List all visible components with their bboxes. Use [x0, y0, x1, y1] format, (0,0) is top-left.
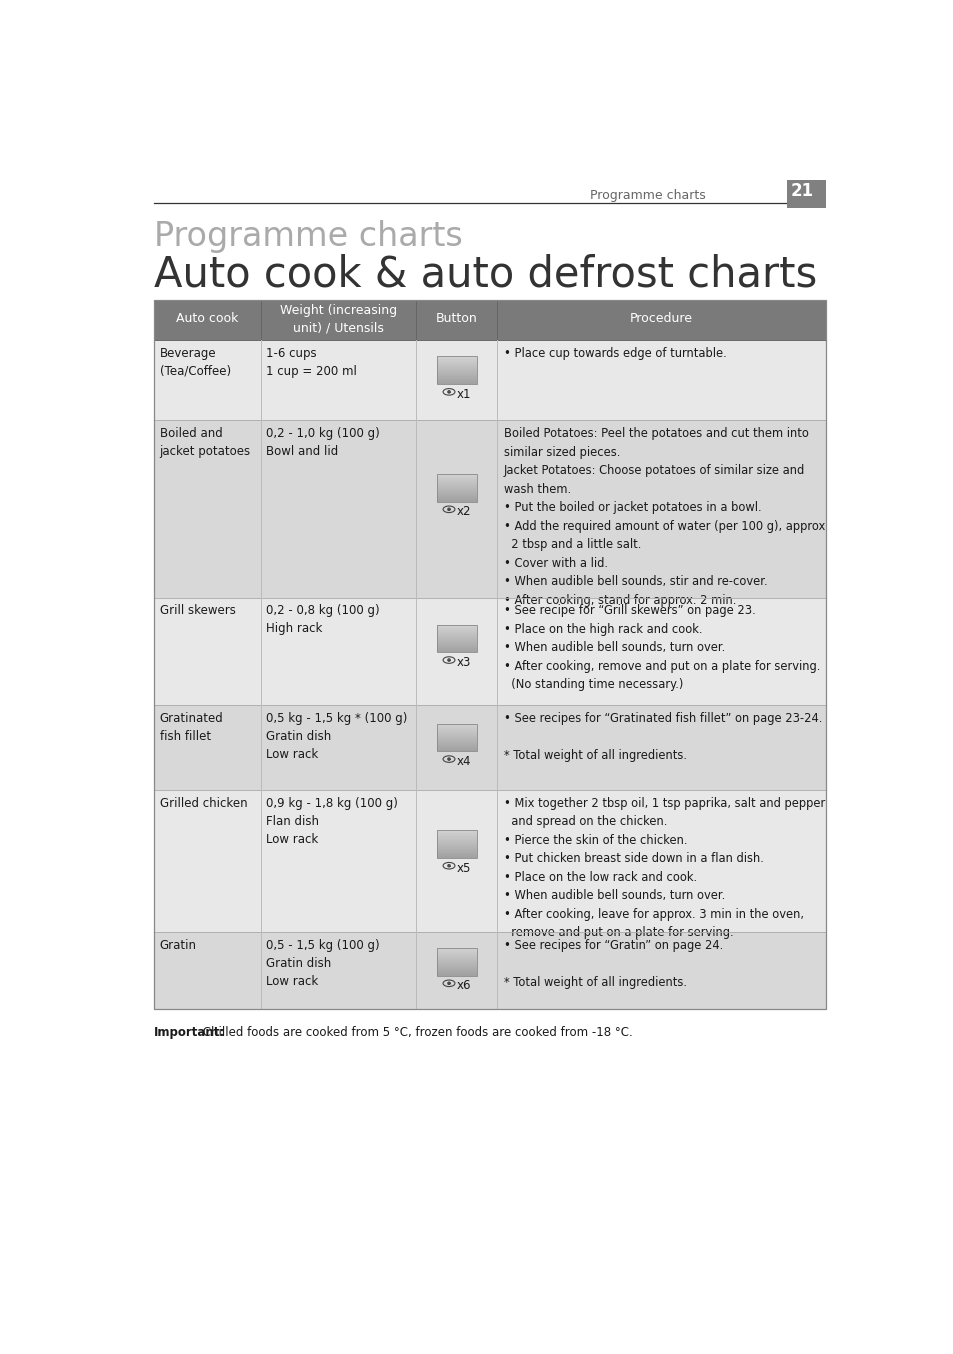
Text: Weight (increasing
unit) / Utensils: Weight (increasing unit) / Utensils [280, 305, 396, 334]
Bar [436, 474, 476, 501]
Text: Grilled chicken: Grilled chicken [159, 798, 247, 810]
Bar [436, 356, 476, 385]
Bar [436, 830, 476, 858]
Text: 0,5 kg - 1,5 kg * (100 g)
Gratin dish
Low rack: 0,5 kg - 1,5 kg * (100 g) Gratin dish Lo… [266, 712, 408, 761]
Text: • See recipe for “Grill skewers” on page 23.
• Place on the high rack and cook.
: • See recipe for “Grill skewers” on page… [503, 604, 820, 692]
Text: • See recipes for “Gratin” on page 24.

* Total weight of all ingredients.: • See recipes for “Gratin” on page 24. *… [503, 940, 722, 990]
Text: Chilled foods are cooked from 5 °C, frozen foods are cooked from -18 °C.: Chilled foods are cooked from 5 °C, froz… [199, 1026, 632, 1040]
Text: Grill skewers: Grill skewers [159, 604, 235, 617]
Text: x5: x5 [456, 862, 471, 875]
Text: x1: x1 [456, 389, 471, 401]
Bar [154, 299, 825, 340]
Bar [154, 421, 825, 597]
Bar [154, 299, 825, 1010]
Bar [436, 624, 476, 653]
Text: x2: x2 [456, 505, 471, 519]
Text: Gratin: Gratin [159, 940, 196, 952]
Text: Boiled and
jacket potatoes: Boiled and jacket potatoes [159, 428, 251, 459]
Text: Programme charts: Programme charts [590, 190, 705, 203]
Text: x4: x4 [456, 756, 471, 768]
Bar [436, 723, 476, 751]
Text: Auto cook: Auto cook [176, 311, 238, 325]
Text: x6: x6 [456, 979, 471, 992]
Bar [786, 180, 825, 209]
Text: Important:: Important: [154, 1026, 225, 1040]
Text: Gratinated
fish fillet: Gratinated fish fillet [159, 712, 223, 743]
Text: Beverage
(Tea/Coffee): Beverage (Tea/Coffee) [159, 347, 231, 378]
Text: • Mix together 2 tbsp oil, 1 tsp paprika, salt and pepper
  and spread on the ch: • Mix together 2 tbsp oil, 1 tsp paprika… [503, 798, 824, 940]
Text: Button: Button [436, 311, 477, 325]
Text: Programme charts: Programme charts [154, 221, 462, 253]
Text: 0,2 - 1,0 kg (100 g)
Bowl and lid: 0,2 - 1,0 kg (100 g) Bowl and lid [266, 428, 380, 459]
Text: Boiled Potatoes: Peel the potatoes and cut them into
similar sized pieces.
Jacke: Boiled Potatoes: Peel the potatoes and c… [503, 428, 824, 607]
Text: 21: 21 [790, 183, 813, 200]
Bar [154, 597, 825, 705]
Bar [154, 340, 825, 421]
Text: • Place cup towards edge of turntable.: • Place cup towards edge of turntable. [503, 347, 725, 360]
Text: Procedure: Procedure [630, 311, 693, 325]
Text: 0,2 - 0,8 kg (100 g)
High rack: 0,2 - 0,8 kg (100 g) High rack [266, 604, 379, 635]
Text: 0,5 - 1,5 kg (100 g)
Gratin dish
Low rack: 0,5 - 1,5 kg (100 g) Gratin dish Low rac… [266, 940, 379, 988]
Bar [436, 948, 476, 976]
Text: 1-6 cups
1 cup = 200 ml: 1-6 cups 1 cup = 200 ml [266, 347, 357, 378]
Bar [154, 789, 825, 933]
Text: 0,9 kg - 1,8 kg (100 g)
Flan dish
Low rack: 0,9 kg - 1,8 kg (100 g) Flan dish Low ra… [266, 798, 398, 846]
Bar [154, 933, 825, 1010]
Text: Auto cook & auto defrost charts: Auto cook & auto defrost charts [154, 253, 817, 295]
Text: • See recipes for “Gratinated fish fillet” on page 23-24.

* Total weight of all: • See recipes for “Gratinated fish fille… [503, 712, 821, 762]
Text: x3: x3 [456, 657, 471, 669]
Bar [154, 705, 825, 789]
